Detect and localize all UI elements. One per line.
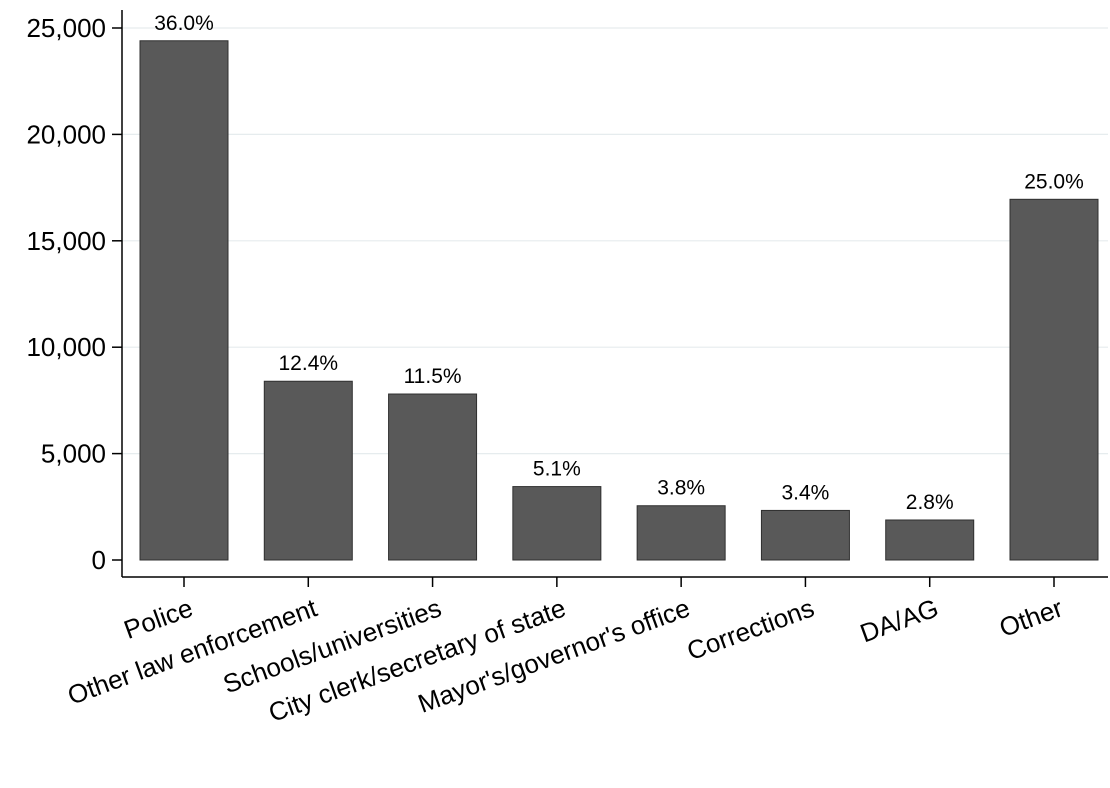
- x-category-label: Police: [120, 592, 197, 644]
- data-label: 5.1%: [533, 458, 581, 481]
- bars: [139, 40, 1099, 561]
- y-tick-label: 0: [92, 545, 106, 575]
- data-label: 36.0%: [154, 12, 214, 35]
- bar-other-law-enforcement: [263, 380, 353, 561]
- data-label: 3.4%: [781, 481, 829, 504]
- bar-mayor-s-governor-s-office: [636, 505, 726, 561]
- data-label: 25.0%: [1024, 170, 1084, 193]
- y-tick-label: 25,000: [26, 13, 106, 43]
- y-tick-label: 20,000: [26, 119, 106, 149]
- data-label: 12.4%: [279, 352, 339, 375]
- bar-police: [139, 40, 229, 561]
- x-category-label: Corrections: [683, 592, 818, 666]
- gridlines: [122, 27, 1108, 455]
- y-tick-label: 15,000: [26, 226, 106, 256]
- bar-city-clerk-secretary-of-state: [512, 486, 602, 561]
- bar-other: [1009, 198, 1099, 561]
- data-label: 3.8%: [657, 477, 705, 500]
- x-category-label: Other: [995, 592, 1067, 643]
- axes: [112, 10, 1108, 587]
- data-label: 11.5%: [404, 365, 462, 388]
- data-label: 2.8%: [906, 491, 954, 514]
- bar-da-ag: [885, 519, 975, 561]
- y-tick-label: 10,000: [26, 332, 106, 362]
- y-tick-label: 5,000: [41, 439, 106, 469]
- x-category-label: DA/AG: [856, 592, 942, 648]
- bar-schools-universities: [388, 393, 478, 561]
- bar-corrections: [760, 509, 850, 561]
